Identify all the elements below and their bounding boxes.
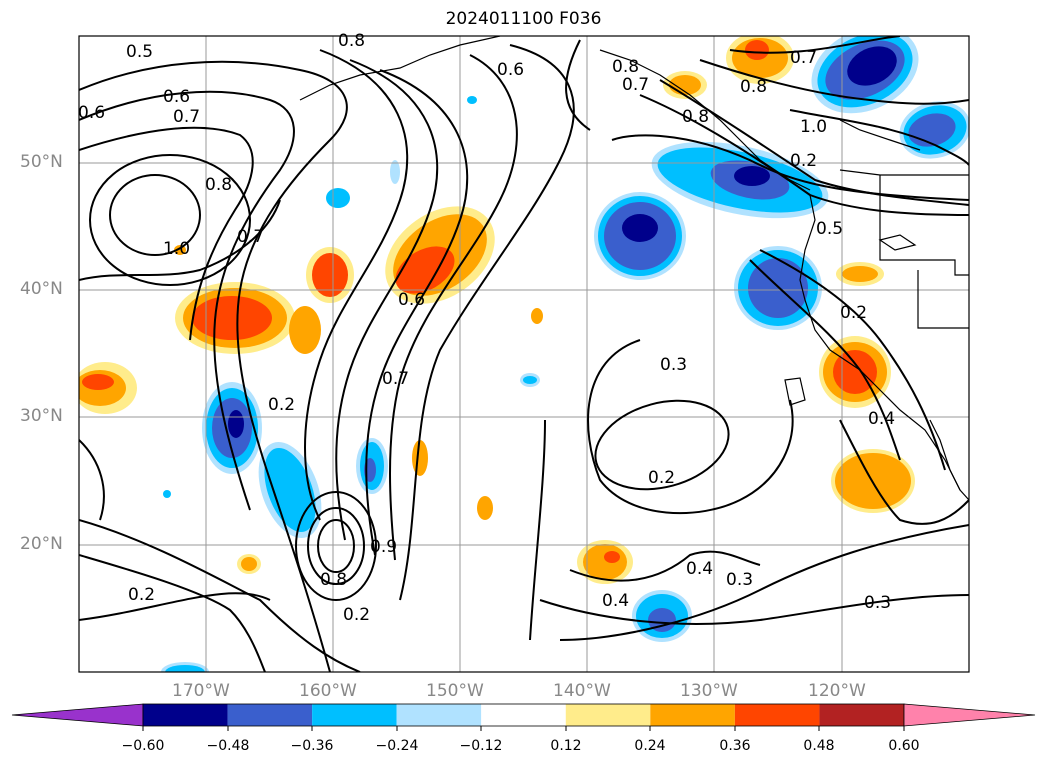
contour-label: 0.2 (343, 605, 370, 625)
shading-layer (79, 36, 969, 672)
colorbar-tick-label: −0.24 (375, 738, 419, 754)
colorbar-tick-label: 0.24 (634, 738, 666, 754)
contour-label: 1.0 (163, 239, 190, 259)
map-title: 2024011100 F036 (445, 9, 602, 29)
contour-label: 0.4 (602, 591, 629, 611)
colorbar-frame (142, 703, 905, 727)
contour-label: 0.8 (338, 31, 365, 51)
colorbar-cell (734, 704, 820, 726)
contour-label: 0.8 (740, 77, 767, 97)
colorbar-cell (650, 704, 735, 726)
lon-label-160w: 160°W (299, 681, 357, 701)
colorbar-tick-label: −0.36 (290, 738, 334, 754)
colorbar-tick-label: −0.60 (121, 738, 165, 754)
colorbar-extend-low (11, 703, 144, 727)
lon-label-120w: 120°W (808, 681, 866, 701)
contour-label: 0.4 (686, 559, 713, 579)
contour-label: 0.4 (868, 409, 895, 429)
contour-label: 0.7 (382, 369, 409, 389)
lon-label-130w: 130°W (680, 681, 738, 701)
colorbar-cell (481, 704, 566, 726)
grid-lines (79, 36, 969, 672)
plot-area (79, 36, 969, 672)
map-canvas: 0.5 0.6 0.7 0.8 1.0 0.6 0.6 0.7 0.8 0.7 … (78, 31, 970, 673)
colorbar-ticks (142, 726, 905, 731)
colorbar-tick-label: 0.36 (719, 738, 751, 754)
contour-label: 0.6 (398, 290, 425, 310)
contour-label: 0.6 (78, 103, 105, 123)
colorbar-cell (396, 704, 482, 726)
contour-label: 0.8 (205, 175, 232, 195)
lat-label-40n: 40°N (20, 279, 63, 299)
colorbar-tick-label: 0.60 (888, 738, 920, 754)
contour-lines (79, 36, 969, 672)
contour-label: 0.5 (126, 42, 153, 62)
contour-label: 0.9 (370, 537, 397, 557)
colorbar-cell (143, 704, 228, 726)
contour-label: 0.2 (128, 585, 155, 605)
contour-label: 0.3 (660, 355, 687, 375)
contour-label: 0.8 (320, 570, 347, 590)
negative-anomaly-regions (161, 36, 969, 672)
contour-label: 0.3 (864, 593, 891, 613)
contour-label: 0.7 (622, 75, 649, 95)
colorbar-extend-high (903, 703, 1036, 727)
lat-label-20n: 20°N (20, 534, 63, 554)
colorbar-cell (312, 704, 397, 726)
contour-label: 0.7 (790, 48, 817, 68)
lat-label-30n: 30°N (20, 406, 63, 426)
contour-label: 0.2 (840, 303, 867, 323)
contour-label: 0.6 (497, 60, 524, 80)
colorbar-tick-label: 0.12 (550, 738, 582, 754)
contour-label: 0.3 (726, 570, 753, 590)
contour-label: 0.2 (268, 395, 295, 415)
colorbar-cell (819, 704, 904, 726)
contour-label-group: 0.5 0.6 0.7 0.8 1.0 0.6 0.6 0.7 0.8 0.7 … (78, 31, 895, 625)
colorbar-cell (227, 704, 313, 726)
colorbar-cell (565, 704, 651, 726)
lat-label-50n: 50°N (20, 152, 63, 172)
contour-label: 0.2 (648, 468, 675, 488)
colorbar-tick-label: 0.48 (803, 738, 835, 754)
plot-frame (78, 35, 970, 673)
contour-label: 0.2 (790, 151, 817, 171)
positive-anomaly-regions (79, 36, 915, 584)
contour-label: 0.7 (173, 107, 200, 127)
colorbar-tick-label: −0.48 (206, 738, 250, 754)
contour-label: 0.5 (816, 219, 843, 239)
contour-label: 0.8 (612, 57, 639, 77)
colorbar-cells (142, 703, 905, 727)
contour-label: 0.7 (237, 227, 264, 247)
lon-label-150w: 150°W (426, 681, 484, 701)
contour-label: 0.6 (163, 87, 190, 107)
lon-label-140w: 140°W (553, 681, 611, 701)
lon-label-170w: 170°W (172, 681, 230, 701)
contour-label: 0.8 (682, 107, 709, 127)
colorbar-tick-label: −0.12 (459, 738, 503, 754)
contour-label: 1.0 (800, 117, 827, 137)
